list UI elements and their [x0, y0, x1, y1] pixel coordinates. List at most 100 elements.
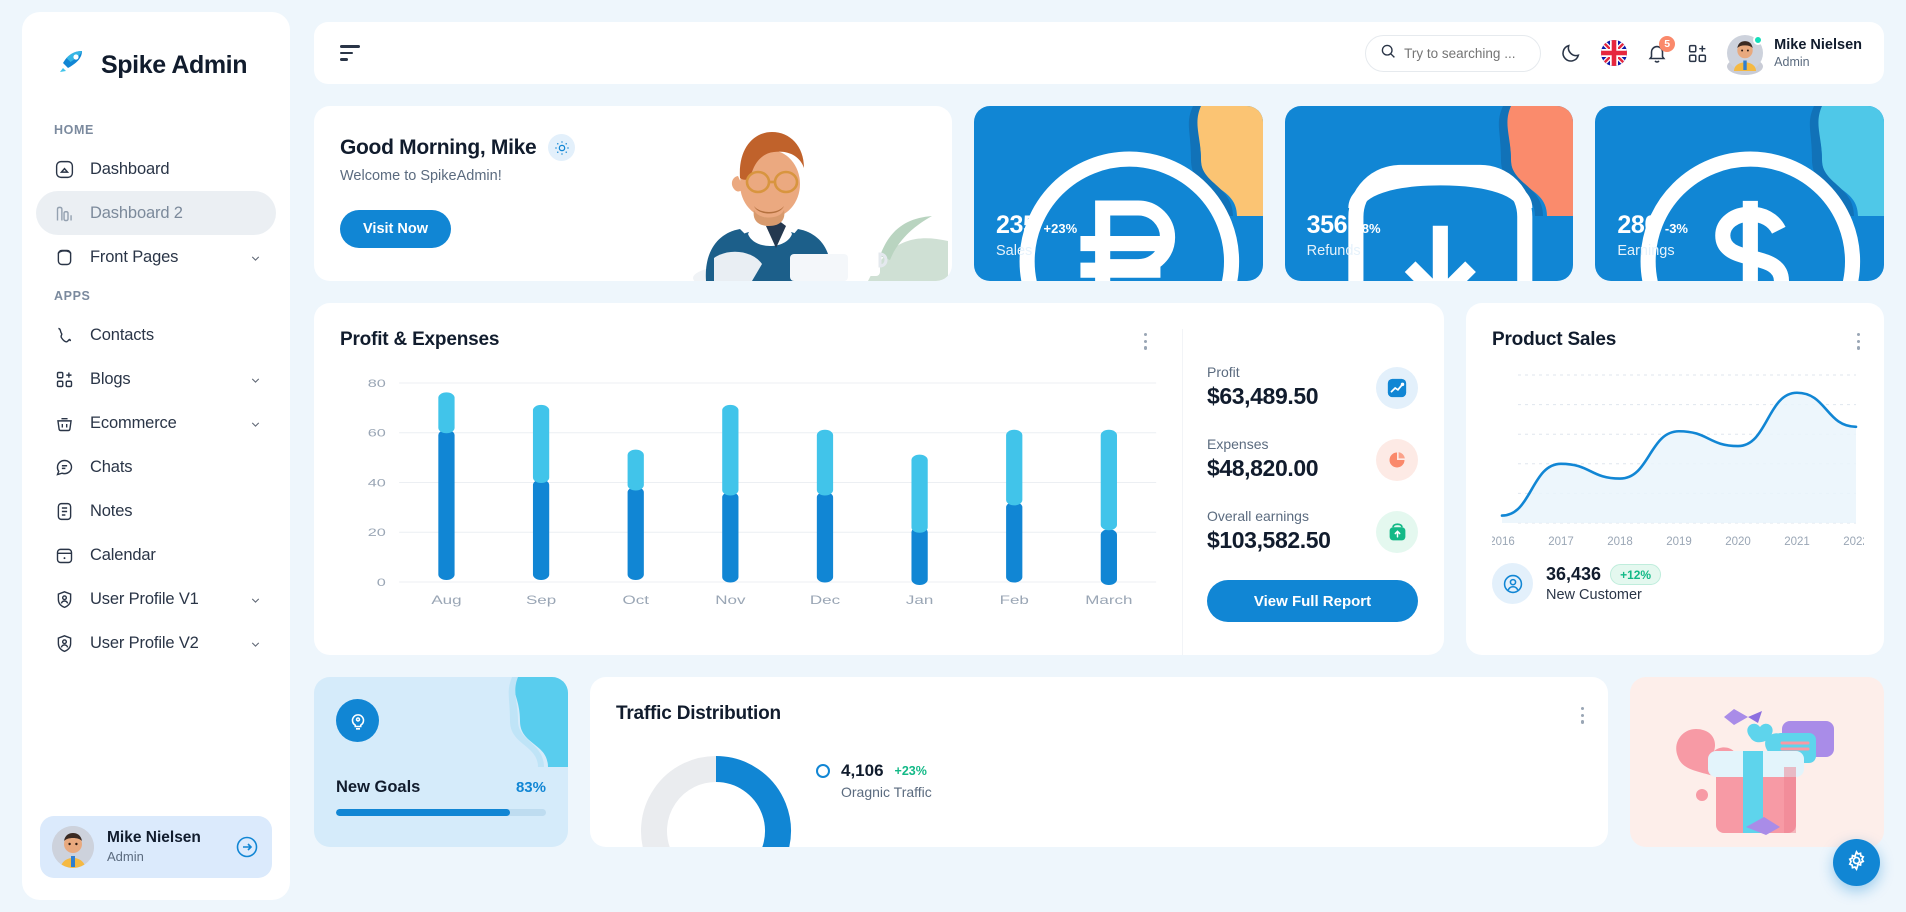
search-box[interactable]	[1365, 34, 1542, 72]
notifications-button[interactable]: 5	[1646, 36, 1676, 64]
sidebar-item-contacts[interactable]: Contacts	[36, 313, 276, 357]
profit-expenses-chart-panel: Profit & Expenses 0 20 40 60 80 Aug Sep Oct Nov D…	[340, 329, 1168, 655]
gift-box-illustration	[1630, 709, 1884, 847]
logout-icon[interactable]	[234, 834, 260, 860]
sidebar-item-label: Ecommerce	[90, 413, 177, 432]
goals-progress-bar	[336, 809, 546, 816]
stat-value: 356	[1306, 211, 1348, 239]
status-badge	[1753, 35, 1764, 45]
welcome-title-row: Good Morning, Mike	[340, 134, 952, 161]
chevron-down-icon[interactable]	[249, 593, 262, 606]
svg-text:Feb: Feb	[1000, 594, 1029, 607]
hamburger-icon[interactable]	[340, 45, 362, 61]
apps-grid-icon[interactable]	[1687, 43, 1708, 64]
avatar	[1727, 35, 1764, 75]
search-input[interactable]	[1404, 45, 1527, 61]
profit-expenses-chart[interactable]: 0 20 40 60 80 Aug Sep Oct Nov Dec Jan Feb March	[340, 377, 1168, 612]
svg-text:March: March	[1085, 594, 1132, 607]
new-customer-summary: 36,436 +12% New Customer	[1492, 563, 1884, 604]
settings-fab[interactable]	[1833, 839, 1880, 886]
product-sales-chart[interactable]: 2016 2017 2018 2019 2020 2021 2022	[1489, 361, 1884, 551]
topbar: 5	[314, 22, 1884, 84]
kpi-value: $48,820.00	[1207, 455, 1319, 481]
stat-card-earnings: 280 -3% Earnings	[1595, 106, 1885, 281]
stat-card-sales: 235 +23% Sales	[974, 106, 1263, 281]
visit-now-button[interactable]: Visit Now	[340, 210, 451, 248]
nav-caption-apps: APPS	[54, 289, 91, 303]
card-menu-button[interactable]	[1580, 707, 1584, 727]
traffic-distribution-chart[interactable]	[616, 745, 816, 847]
sidebar-item-front-pages[interactable]: Front Pages	[36, 235, 276, 279]
user-role: Admin	[1774, 54, 1810, 69]
kpi-expenses: Expenses $48,820.00	[1207, 436, 1418, 482]
card-menu-button[interactable]	[1856, 333, 1860, 353]
chevron-down-icon[interactable]	[249, 417, 262, 430]
sidebar-item-notes[interactable]: Notes	[36, 489, 276, 533]
svg-text:Sep: Sep	[526, 594, 556, 607]
stat-label: Refunds	[1306, 243, 1361, 259]
sidebar-nav: HOME Dashboard Dashboard 2 Front Pages	[22, 85, 290, 900]
page-title: Good Morning, Mike	[340, 135, 537, 159]
kpi-profit: Profit $63,489.50	[1207, 364, 1418, 410]
decorative-blob	[1477, 106, 1574, 216]
sidebar-item-calendar[interactable]: Calendar	[36, 533, 276, 577]
svg-text:2020: 2020	[1725, 536, 1751, 548]
bag-up-icon	[1376, 511, 1418, 553]
sidebar-item-chats[interactable]: Chats	[36, 445, 276, 489]
card-title: Profit & Expenses	[340, 329, 500, 350]
sidebar-item-ecommerce[interactable]: Ecommerce	[36, 401, 276, 445]
svg-text:2016: 2016	[1492, 536, 1515, 548]
phone-icon	[54, 325, 75, 346]
main-content: 5	[290, 0, 1906, 912]
profile-name: Mike Nielsen	[107, 828, 201, 846]
bar-chart-icon	[54, 203, 75, 224]
notification-badge: 5	[1659, 36, 1676, 52]
kpi-value: $103,582.50	[1207, 527, 1331, 553]
sidebar-profile-card[interactable]: Mike Nielsen Admin	[40, 816, 272, 878]
avatar	[52, 826, 94, 868]
decorative-blob	[1788, 106, 1885, 216]
stat-delta: +23%	[1043, 221, 1078, 236]
sidebar-item-blogs[interactable]: Blogs	[36, 357, 276, 401]
goals-row: New Goals 83%	[336, 778, 546, 797]
gift-card	[1630, 677, 1884, 847]
svg-text:Jan: Jan	[906, 594, 933, 607]
svg-text:0: 0	[377, 576, 386, 589]
chat-icon	[54, 457, 75, 478]
moon-icon[interactable]	[1560, 42, 1582, 64]
card-title: Product Sales	[1492, 329, 1617, 350]
sidebar-item-label: Front Pages	[90, 247, 179, 266]
svg-text:Aug: Aug	[431, 594, 461, 607]
card-menu-button[interactable]	[1144, 333, 1148, 353]
user-menu[interactable]: Mike Nielsen Admin	[1727, 35, 1862, 75]
flag-uk-icon[interactable]	[1601, 40, 1628, 66]
sidebar-item-dashboard[interactable]: Dashboard	[36, 147, 276, 191]
view-full-report-button[interactable]: View Full Report	[1207, 580, 1418, 622]
chevron-down-icon[interactable]	[249, 637, 262, 650]
svg-text:2017: 2017	[1548, 536, 1574, 548]
goals-percent: 83%	[515, 779, 546, 796]
new-customer-delta: +12%	[1610, 564, 1662, 585]
stat-value: 280	[1617, 211, 1658, 239]
legend-value: 4,106	[841, 761, 884, 780]
traffic-distribution-card: Traffic Distribution 4,106 +23% Oragnic …	[590, 677, 1608, 847]
kpi-label: Profit	[1207, 364, 1240, 380]
product-sales-card: Product Sales 2016 2017 2018 2019 2020 2021 20…	[1466, 303, 1884, 655]
profit-expenses-kpis: Profit $63,489.50 Expenses $48,820.00	[1182, 329, 1444, 655]
sidebar-item-dashboard-2[interactable]: Dashboard 2	[36, 191, 276, 235]
row-bottom: New Goals 83% Traffic Distribution	[314, 677, 1884, 847]
bulb-icon	[336, 699, 379, 742]
svg-text:2022: 2022	[1843, 536, 1864, 548]
sidebar-item-user-profile-v1[interactable]: User Profile V1	[36, 577, 276, 621]
chevron-down-icon[interactable]	[249, 251, 262, 264]
traffic-body: 4,106 +23% Oragnic Traffic	[616, 745, 1608, 847]
svg-text:Dec: Dec	[810, 594, 840, 607]
svg-text:20: 20	[368, 526, 386, 539]
stat-delta: +8%	[1354, 221, 1381, 236]
legend-marker-icon	[816, 764, 830, 778]
sidebar-item-user-profile-v2[interactable]: User Profile V2	[36, 621, 276, 665]
svg-text:2018: 2018	[1607, 536, 1633, 548]
new-customer-label: New Customer	[1546, 587, 1642, 603]
chevron-down-icon[interactable]	[249, 373, 262, 386]
brand[interactable]: Spike Admin	[22, 12, 290, 85]
